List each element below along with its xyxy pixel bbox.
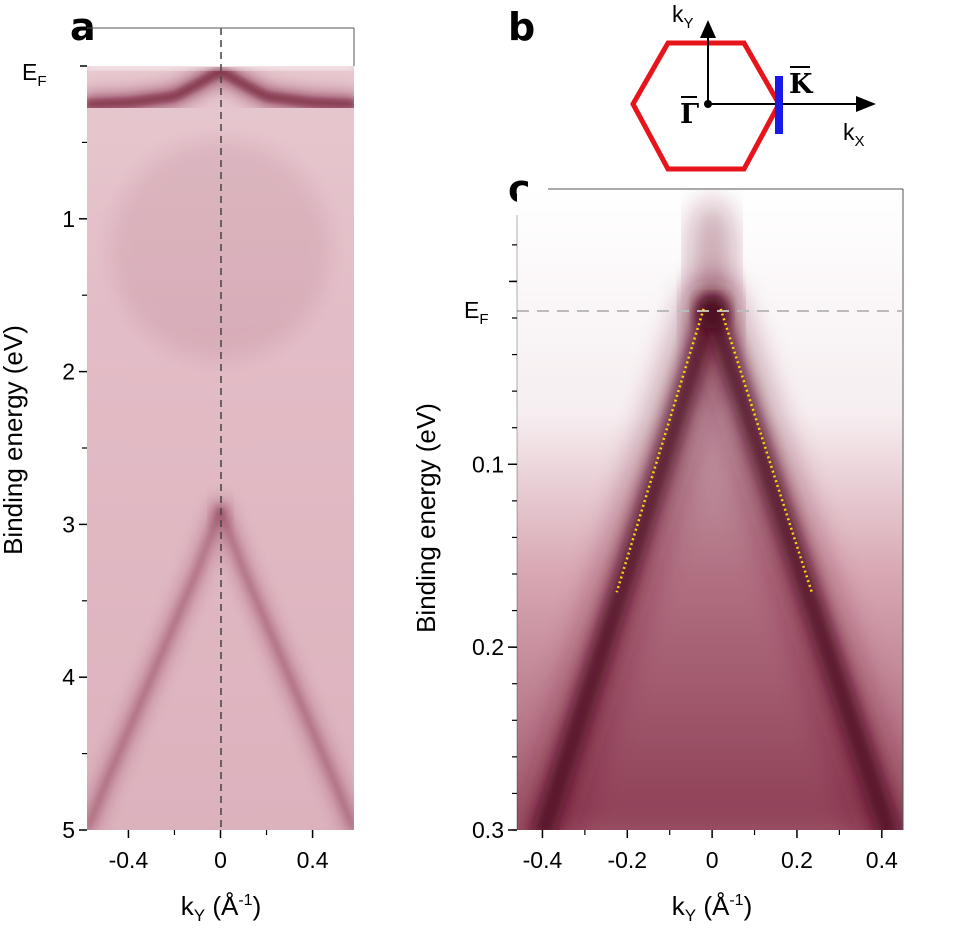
panel-c-fermi-sub: F: [479, 311, 488, 328]
k-point-label: K: [789, 69, 814, 100]
panel-c-xlabel: kY (Å-1): [672, 891, 752, 925]
panel-a-xlabel-exp: -1: [238, 892, 252, 909]
panel-a-y-tick-label: 2: [62, 359, 75, 385]
panel-a-band: [218, 507, 354, 830]
panel-a-xlabel-close: ): [253, 891, 262, 921]
panel-c-fermi-label: EF: [464, 297, 489, 328]
panel-a-axes: 1 2 3 4 5 -0.4 0 0.4: [62, 141, 329, 873]
panel-a-x-tick-label: 0: [214, 847, 227, 873]
panel-b: b kY kX Γ K: [508, 1, 876, 172]
panel-c-xlabel-exp: -1: [729, 892, 743, 909]
gamma-point: [704, 100, 712, 108]
panel-c-y-tick-label: 0.2: [472, 634, 504, 660]
panel-c-xlabel-sub: Y: [685, 906, 696, 925]
panel-c-xlabel-close: ): [744, 891, 753, 921]
panel-a-y-tick-label: 5: [62, 817, 75, 843]
panel-c-xlabel-main: k: [672, 891, 686, 921]
panel-c-cone-fill: [543, 308, 889, 830]
panel-c-heatmap: [517, 190, 903, 830]
panel-c-bands: [517, 199, 903, 830]
panel-c-xlabel-rest: (Å: [696, 891, 730, 921]
measurement-cut: [775, 76, 783, 134]
panel-c-x-tick-label: 0: [706, 847, 719, 873]
panel-c-branch: [701, 297, 900, 830]
panel-c-x-tick-label: -0.2: [607, 847, 647, 873]
panel-a-ylabel: Binding energy (eV): [0, 325, 28, 555]
kx-label-main: k: [843, 119, 855, 145]
kx-label: kX: [843, 119, 865, 150]
panel-a-x-tick-label: -0.4: [109, 847, 149, 873]
panel-a-y-tick-label: 3: [62, 511, 75, 537]
panel-c-branch: [532, 297, 724, 830]
panel-c-dirac-point: [696, 296, 729, 329]
panel-a-y-tick-label: 1: [62, 206, 75, 232]
panel-a-xlabel-main: k: [181, 891, 195, 921]
panel-c-fermi-main: E: [464, 297, 479, 323]
panel-a-letter: a: [70, 5, 96, 49]
panel-c-y-tick-label: 0.3: [472, 817, 504, 843]
panel-a-y-tick-label: 4: [62, 664, 75, 690]
panel-c-x-tick-label: -0.4: [523, 847, 563, 873]
ky-label-sub: Y: [684, 15, 694, 32]
ky-label-main: k: [672, 1, 684, 27]
panel-c-axes: 0.1 0.2 0.3 -0.4 -0.2 0 0.2 0.4: [472, 215, 898, 873]
gamma-label: Γ: [680, 99, 699, 130]
panel-a-band: [87, 507, 223, 830]
ky-label: kY: [672, 1, 694, 32]
panel-a-xlabel: kY (Å-1): [181, 891, 261, 925]
panel-c-ylabel: Binding energy (eV): [411, 403, 441, 633]
kx-arrow-icon: [856, 96, 876, 112]
panel-c: c 0.10.20.3-0.4 -0.2 0 0.2 0.4 EF Binding en…: [411, 167, 904, 925]
panel-a-xlabel-rest: (Å: [205, 891, 239, 921]
panel-a: a 1 2 3 4 5 -0.4 0 0.4 EF Binding energy (eV) k…: [0, 5, 355, 925]
panel-a-fermi-main: E: [22, 59, 37, 85]
panel-c-x-tick-label: 0.4: [866, 847, 898, 873]
panel-a-x-tick-label: 0.4: [297, 847, 329, 873]
panel-c-x-tick-label: 0.2: [781, 847, 813, 873]
panel-a-xlabel-sub: Y: [194, 906, 205, 925]
kx-label-sub: X: [855, 133, 865, 150]
panel-c-y-tick-label: 0.1: [472, 451, 504, 477]
ky-arrow-icon: [700, 20, 716, 38]
panel-a-fermi-sub: F: [37, 73, 46, 90]
panel-b-letter: b: [508, 5, 535, 49]
panel-a-fermi-label: EF: [22, 59, 47, 90]
